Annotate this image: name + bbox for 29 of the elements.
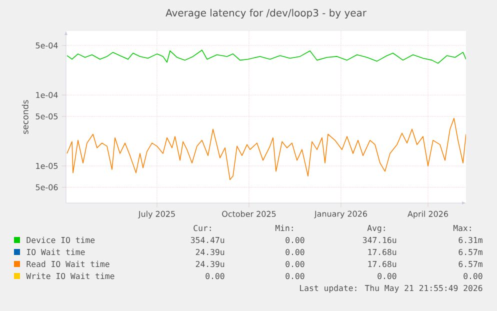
- text: 6.31m: [458, 236, 482, 244]
- text: 0.00: [286, 236, 304, 244]
- legend-label: IO Wait time: [27, 248, 85, 256]
- text: 24.39u: [196, 260, 224, 268]
- text: Last update: Thu May 21 21:55:49 2026: [300, 284, 482, 293]
- y-axis-title: seconds: [22, 100, 28, 134]
- line-series: [66, 118, 466, 180]
- text: 0.00: [378, 272, 396, 280]
- text: 6.57m: [458, 248, 482, 256]
- text: 6.57m: [458, 260, 482, 268]
- text: Cur:: [194, 224, 211, 232]
- line-series: [66, 50, 466, 64]
- text: Max:: [453, 225, 471, 232]
- text: 354.47u: [190, 236, 224, 244]
- text: 0.00: [286, 260, 304, 268]
- legend-label: Write IO Wait time: [26, 272, 114, 280]
- text: 17.68u: [368, 248, 396, 256]
- text: 0.00: [464, 272, 482, 280]
- text: 24.39u: [196, 248, 224, 256]
- chart-title: Average latency for /dev/loop3 - by year: [166, 8, 366, 19]
- text: 0.00: [206, 272, 224, 280]
- text: 0.00: [286, 272, 304, 280]
- text: 347.16u: [362, 236, 396, 244]
- text: Min:: [275, 224, 293, 231]
- legend-label: Device IO time: [26, 236, 95, 244]
- text: Avg:: [367, 225, 385, 233]
- text: 0.00: [286, 248, 304, 256]
- legend-label: Read IO Wait time: [26, 260, 110, 268]
- text: 17.68u: [368, 260, 396, 268]
